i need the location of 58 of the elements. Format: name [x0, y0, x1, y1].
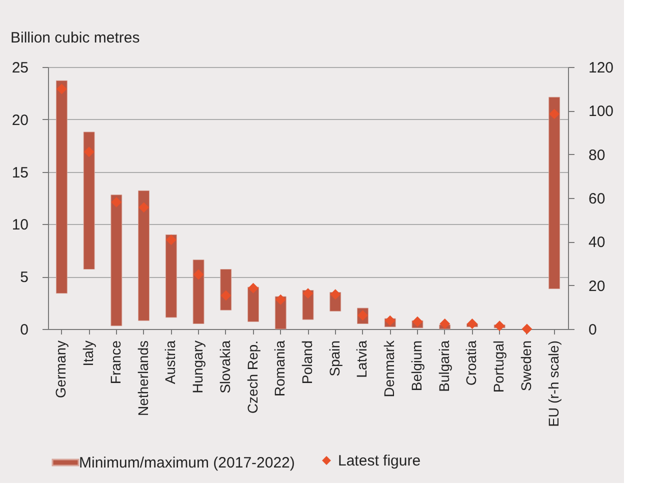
bar: [165, 234, 177, 318]
y-tick-label: 15: [12, 164, 28, 182]
point: [166, 234, 176, 246]
x-tick-label: France: [107, 340, 124, 384]
point: [111, 196, 122, 208]
x-tick-label: Poland: [299, 340, 315, 384]
legend-label: Latest figure: [338, 452, 421, 470]
x-tick-label: Denmark: [381, 340, 398, 398]
point: [275, 294, 286, 305]
x-tick-label: Croatia: [463, 340, 480, 386]
bar: [83, 132, 95, 270]
x-tick-label: Spain: [326, 340, 342, 376]
y-axis-title: Billion cubic metres: [10, 30, 140, 46]
x-tick-label: Portugal: [490, 340, 507, 393]
y-tick-label: 20: [12, 112, 28, 129]
point: [494, 320, 505, 332]
point: [412, 316, 423, 327]
bar: [138, 190, 150, 321]
x-tick-label: Germany: [52, 340, 69, 398]
y-tick-label: 25: [12, 60, 28, 76]
x-tick-label: EU (r-h scale): [545, 340, 562, 427]
x-tick-label: Belgium: [408, 340, 424, 392]
point: [84, 146, 94, 158]
point: [466, 318, 478, 330]
x-tick-label: Romania: [272, 340, 288, 397]
y2-tick-label: 0: [588, 322, 597, 338]
y-tick-label: 10: [12, 216, 28, 234]
point: [56, 84, 67, 94]
x-tick-label: Italy: [80, 340, 96, 366]
x-tick-label: Slovakia: [216, 340, 233, 394]
point: [384, 315, 396, 326]
x-tick-label: Austria: [162, 340, 178, 384]
y2-tick-label: 60: [588, 190, 606, 208]
point: [522, 324, 532, 334]
x-tick-label: Sweden: [518, 340, 534, 392]
point: [220, 290, 232, 301]
y-tick-label: 0: [20, 322, 28, 338]
x-tick-label: Bulgaria: [436, 340, 452, 392]
y2-tick-label: 120: [588, 60, 614, 76]
point: [193, 269, 204, 280]
y2-tick-label: 100: [588, 103, 614, 120]
y2-tick-label: 20: [588, 278, 606, 295]
point: [330, 289, 341, 300]
x-tick-label: Latvia: [354, 340, 370, 378]
x-tick-label: Czech Rep.: [244, 340, 260, 414]
y-tick-label: 5: [20, 269, 28, 286]
bar: [56, 80, 68, 294]
bar: [192, 260, 204, 324]
x-tick-label: Netherlands: [134, 340, 151, 416]
x-tick-label: Hungary: [190, 340, 206, 394]
legend-label: Minimum/maximum (2017-2022): [79, 454, 295, 472]
bar: [110, 194, 122, 326]
point: [302, 288, 314, 299]
y2-tick-label: 80: [588, 146, 606, 164]
point: [440, 318, 450, 330]
point: [138, 202, 150, 213]
point: [248, 282, 259, 294]
y2-tick-label: 40: [588, 234, 606, 252]
